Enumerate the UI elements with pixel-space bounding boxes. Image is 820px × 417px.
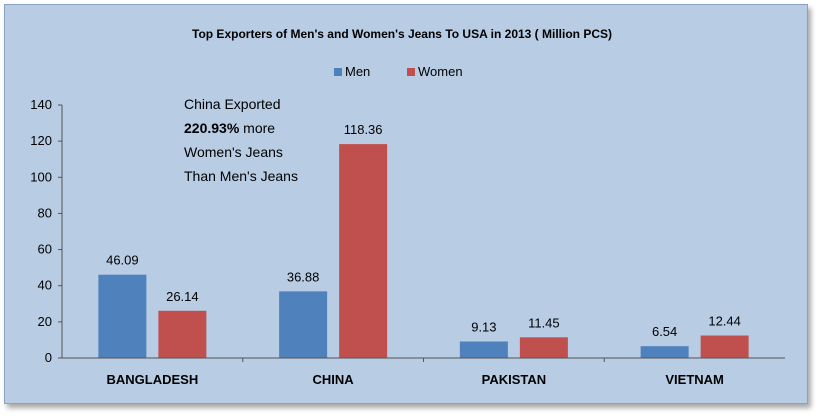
y-tick-label: 40: [38, 278, 52, 293]
annotation-more: more: [239, 120, 275, 136]
legend-swatch-women: [407, 68, 415, 76]
y-tick-label: 0: [45, 350, 52, 365]
bar-women: [700, 335, 749, 358]
x-tick-label: BANGLADESH: [107, 372, 199, 387]
data-label: 6.54: [652, 324, 677, 339]
data-label: 118.36: [344, 122, 383, 137]
y-tick-label: 100: [30, 169, 52, 184]
annotation-line-1: China Exported: [184, 96, 281, 112]
chart-title: Top Exporters of Men's and Women's Jeans…: [192, 27, 612, 41]
y-tick-label: 140: [30, 97, 52, 112]
data-label: 36.88: [287, 269, 320, 284]
x-axis: BANGLADESH CHINA PAKISTAN VIETNAM: [62, 357, 785, 387]
legend-label-women: Women: [418, 64, 463, 79]
data-label: 12.44: [708, 314, 741, 329]
data-label: 46.09: [106, 253, 139, 268]
data-label: 9.13: [471, 320, 496, 335]
bar-men: [459, 341, 508, 358]
annotation-percent: 220.93%: [184, 120, 240, 136]
y-tick-label: 20: [38, 314, 52, 329]
x-tick-label: CHINA: [313, 372, 355, 387]
bar-women: [339, 144, 388, 358]
y-tick-label: 80: [38, 205, 52, 220]
y-axis: 0 20 40 60 80 100 120 140: [30, 97, 63, 365]
bar-men: [98, 274, 147, 358]
annotation: China Exported 220.93% more Women's Jean…: [184, 96, 298, 184]
legend-swatch-men: [334, 68, 342, 76]
data-label: 11.45: [528, 315, 560, 330]
bar-chart: Top Exporters of Men's and Women's Jeans…: [30, 27, 785, 387]
y-tick-label: 60: [38, 242, 52, 257]
y-tick-label: 120: [30, 133, 52, 148]
bar-men: [279, 291, 328, 358]
annotation-line-4: Than Men's Jeans: [184, 168, 298, 184]
x-tick-label: PAKISTAN: [482, 372, 547, 387]
data-label: 26.14: [166, 289, 199, 304]
bar-men: [640, 346, 689, 358]
legend-label-men: Men: [345, 64, 370, 79]
annotation-line-2: 220.93% more: [184, 120, 275, 136]
annotation-line-3: Women's Jeans: [184, 144, 283, 160]
bar-women: [158, 310, 207, 358]
legend: Men Women: [334, 64, 463, 79]
bars: 46.09 26.14 36.88 118.36 9.13 11.45 6.54 12.44: [98, 122, 749, 358]
bar-women: [519, 337, 568, 358]
x-tick-label: VIETNAM: [665, 372, 724, 387]
chart-frame: Top Exporters of Men's and Women's Jeans…: [4, 4, 808, 404]
